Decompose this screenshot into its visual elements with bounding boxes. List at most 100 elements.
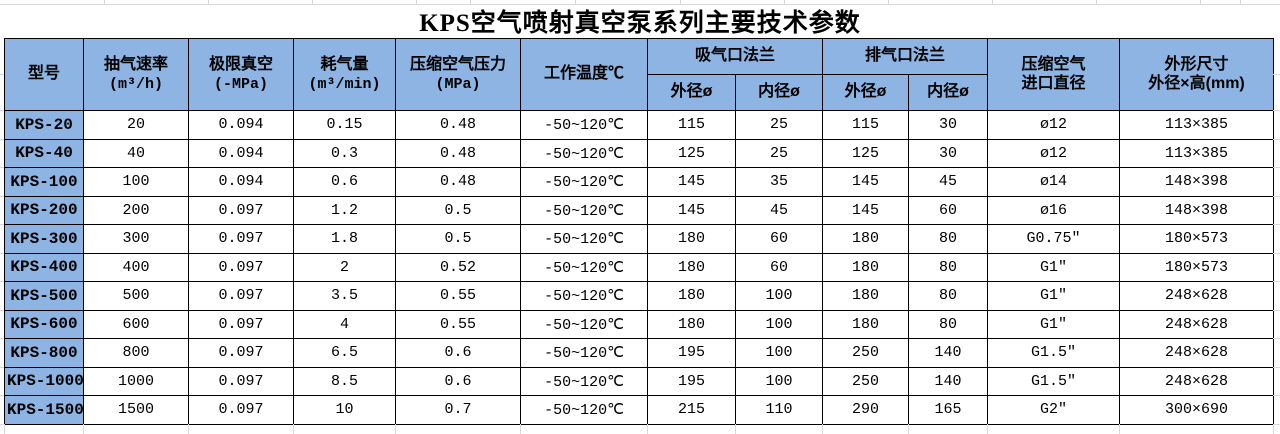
cell-exhaust-inner[interactable]: 140 [908,338,989,368]
cell-air-consumption[interactable]: 0.3 [293,138,396,168]
cell-exhaust-inner[interactable]: 60 [908,195,989,225]
col-header-working-temp[interactable]: 工作温度℃ [520,38,648,111]
col-header-air-pressure[interactable]: 压缩空气压力 (MPa) [395,38,521,111]
cell-exhaust-outer[interactable]: 125 [822,138,910,168]
cell-inlet-diameter[interactable]: G2″ [987,395,1121,425]
cell-exhaust-outer[interactable]: 180 [822,252,910,282]
cell-inlet-diameter[interactable]: G1″ [987,281,1121,311]
cell-exhaust-inner[interactable]: 80 [908,252,989,282]
cell-pumping-speed[interactable]: 800 [83,338,189,368]
cell-dimensions[interactable]: 148×398 [1119,195,1275,225]
cell-air-consumption[interactable]: 1.8 [293,224,396,254]
cell-suction-outer[interactable]: 195 [647,338,736,368]
cell-exhaust-inner[interactable]: 80 [908,309,989,339]
cell-pumping-speed[interactable]: 40 [83,138,189,168]
cell-suction-inner[interactable]: 45 [734,195,824,225]
cell-dimensions[interactable]: 180×573 [1119,252,1275,282]
cell-dimensions[interactable]: 300×690 [1119,395,1275,425]
cell-air-pressure[interactable]: 0.7 [395,395,521,425]
cell-air-consumption[interactable]: 0.6 [293,167,396,197]
cell-exhaust-outer[interactable]: 180 [822,281,910,311]
cell-suction-outer[interactable]: 215 [647,395,736,425]
cell-suction-outer[interactable]: 145 [647,167,736,197]
cell-working-temp[interactable]: -50~120℃ [520,309,648,339]
col-header-ultimate-vacuum[interactable]: 极限真空 (-MPa) [188,38,294,111]
cell-air-pressure[interactable]: 0.5 [395,195,521,225]
cell-dimensions[interactable]: 148×398 [1119,167,1275,197]
cell-suction-inner[interactable]: 100 [734,281,824,311]
cell-inlet-diameter[interactable]: G1.5″ [987,338,1121,368]
cell-inlet-diameter[interactable]: G1″ [987,309,1121,339]
cell-ultimate-vacuum[interactable]: 0.094 [188,167,294,197]
col-header-exhaust-outer[interactable]: 外径ø [822,74,910,111]
col-header-model[interactable]: 型号 [4,38,84,111]
cell-model[interactable]: KPS-500 [4,281,84,311]
cell-air-consumption[interactable]: 6.5 [293,338,396,368]
cell-air-pressure[interactable]: 0.48 [395,110,521,140]
cell-exhaust-inner[interactable]: 80 [908,224,989,254]
cell-pumping-speed[interactable]: 500 [83,281,189,311]
cell-inlet-diameter[interactable]: G0.75″ [987,224,1121,254]
cell-working-temp[interactable]: -50~120℃ [520,395,648,425]
cell-exhaust-outer[interactable]: 180 [822,224,910,254]
cell-pumping-speed[interactable]: 1000 [83,366,189,396]
cell-working-temp[interactable]: -50~120℃ [520,366,648,396]
cell-dimensions[interactable]: 248×628 [1119,281,1275,311]
cell-ultimate-vacuum[interactable]: 0.097 [188,338,294,368]
cell-pumping-speed[interactable]: 300 [83,224,189,254]
cell-dimensions[interactable]: 113×385 [1119,110,1275,140]
cell-working-temp[interactable]: -50~120℃ [520,110,648,140]
cell-exhaust-inner[interactable]: 80 [908,281,989,311]
cell-suction-inner[interactable]: 60 [734,224,824,254]
cell-model[interactable]: KPS-600 [4,309,84,339]
cell-dimensions[interactable]: 248×628 [1119,338,1275,368]
cell-suction-outer[interactable]: 195 [647,366,736,396]
cell-dimensions[interactable]: 180×573 [1119,224,1275,254]
cell-exhaust-outer[interactable]: 250 [822,338,910,368]
cell-suction-inner[interactable]: 25 [734,110,824,140]
cell-air-consumption[interactable]: 2 [293,252,396,282]
cell-exhaust-inner[interactable]: 45 [908,167,989,197]
cell-suction-inner[interactable]: 35 [734,167,824,197]
cell-dimensions[interactable]: 248×628 [1119,309,1275,339]
cell-pumping-speed[interactable]: 400 [83,252,189,282]
cell-dimensions[interactable]: 248×628 [1119,366,1275,396]
cell-model[interactable]: KPS-1500 [4,395,84,425]
cell-air-pressure[interactable]: 0.5 [395,224,521,254]
cell-ultimate-vacuum[interactable]: 0.097 [188,224,294,254]
cell-suction-outer[interactable]: 180 [647,281,736,311]
cell-air-pressure[interactable]: 0.48 [395,138,521,168]
cell-air-pressure[interactable]: 0.55 [395,309,521,339]
cell-air-pressure[interactable]: 0.48 [395,167,521,197]
cell-suction-inner[interactable]: 100 [734,309,824,339]
col-header-air-consumption[interactable]: 耗气量 (m³/min) [293,38,396,111]
cell-pumping-speed[interactable]: 1500 [83,395,189,425]
cell-air-pressure[interactable]: 0.6 [395,366,521,396]
cell-working-temp[interactable]: -50~120℃ [520,167,648,197]
cell-suction-outer[interactable]: 180 [647,309,736,339]
cell-working-temp[interactable]: -50~120℃ [520,224,648,254]
cell-working-temp[interactable]: -50~120℃ [520,252,648,282]
cell-pumping-speed[interactable]: 200 [83,195,189,225]
cell-suction-inner[interactable]: 60 [734,252,824,282]
cell-model[interactable]: KPS-1000 [4,366,84,396]
cell-suction-outer[interactable]: 180 [647,224,736,254]
cell-ultimate-vacuum[interactable]: 0.097 [188,252,294,282]
cell-pumping-speed[interactable]: 600 [83,309,189,339]
cell-model[interactable]: KPS-40 [4,138,84,168]
cell-ultimate-vacuum[interactable]: 0.097 [188,395,294,425]
cell-inlet-diameter[interactable]: G1″ [987,252,1121,282]
col-header-suction-flange[interactable]: 吸气口法兰 [646,38,824,75]
cell-air-consumption[interactable]: 10 [293,395,396,425]
cell-inlet-diameter[interactable]: ø12 [987,110,1121,140]
cell-model[interactable]: KPS-400 [4,252,84,282]
cell-model[interactable]: KPS-100 [4,167,84,197]
cell-exhaust-inner[interactable]: 140 [908,366,989,396]
cell-exhaust-inner[interactable]: 30 [908,110,989,140]
col-header-exhaust-flange[interactable]: 排气口法兰 [822,38,989,75]
cell-exhaust-outer[interactable]: 250 [822,366,910,396]
cell-exhaust-outer[interactable]: 115 [822,110,910,140]
cell-ultimate-vacuum[interactable]: 0.097 [188,366,294,396]
cell-ultimate-vacuum[interactable]: 0.094 [188,138,294,168]
cell-model[interactable]: KPS-300 [4,224,84,254]
